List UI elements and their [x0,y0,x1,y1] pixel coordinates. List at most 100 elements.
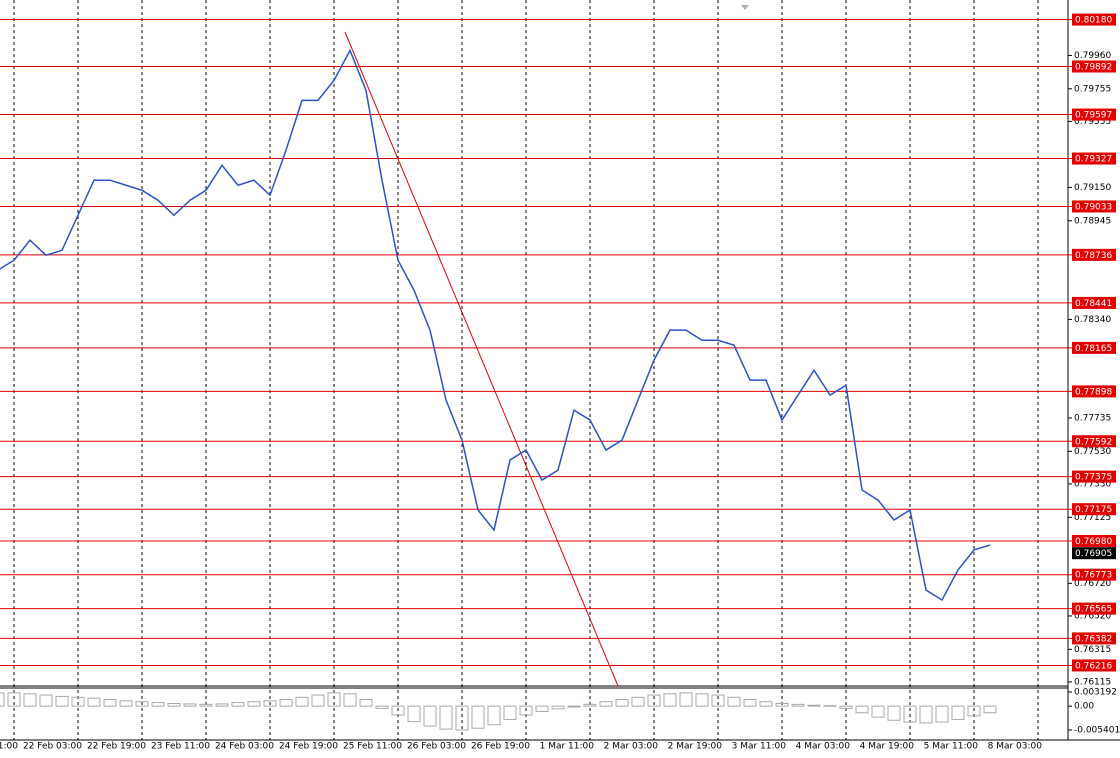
x-tick-label: 4 Mar 03:00 [796,742,851,752]
level-label-box [1072,248,1116,261]
y-tick-label: 0.76315 [1074,645,1111,655]
osc-bar [775,702,789,707]
osc-bar [263,700,277,707]
y-tick-label: 0.79150 [1074,183,1111,193]
y-tick-label: 0.79960 [1074,51,1111,61]
osc-bar [455,705,469,731]
osc-bar [247,701,261,707]
osc-bar [615,698,629,707]
osc-bar [0,692,5,707]
osc-bar [39,694,53,707]
x-tick-label: 1:00 [0,742,18,752]
y-tick-label: 0.77125 [1074,513,1111,523]
osc-bar [599,701,613,707]
y-tick-label: 0.79555 [1074,117,1111,127]
x-tick-label: 22 Feb 19:00 [87,742,146,752]
osc-bar [71,696,85,707]
osc-bar [55,695,69,707]
level-label: 0.76565 [1075,605,1112,615]
level-label: 0.78736 [1075,251,1112,261]
level-label-box [1072,60,1116,73]
level-label-box [1072,632,1116,645]
y-tick-label: 0.76720 [1074,579,1111,589]
price-line [0,48,991,602]
osc-bar [759,701,773,707]
level-label: 0.77898 [1075,387,1112,397]
level-label-box [1072,200,1116,213]
level-label-box [1072,568,1116,581]
scroll-marker [741,5,749,10]
level-label: 0.78165 [1075,344,1112,354]
y-tick-label: 0.79755 [1074,84,1111,94]
osc-bar [199,703,213,707]
osc-bar [855,705,869,714]
osc-bar [807,704,821,707]
osc-bar [823,705,837,707]
osc-bar [951,705,965,720]
osc-bar [711,694,725,707]
osc-bar [519,705,533,716]
level-label-box [1072,602,1116,615]
level-label-box [1072,435,1116,448]
osc-bar [391,705,405,716]
osc-bar [359,698,373,707]
osc-bar [935,705,949,723]
osc-y-tick-label: 0.003192 [1074,688,1117,698]
osc-bar [7,692,21,707]
level-label: 0.77175 [1075,505,1112,515]
level-label-box [1072,503,1116,516]
osc-bar [103,698,117,707]
osc-bar [967,705,981,717]
level-label: 0.79597 [1075,111,1112,121]
osc-bar [87,697,101,707]
level-label-box [1072,108,1116,121]
y-tick-label: 0.77735 [1074,413,1111,423]
current-price-label: 0.76905 [1075,549,1112,559]
level-label: 0.77375 [1075,473,1112,483]
level-label-box [1072,341,1116,354]
level-label: 0.79327 [1075,155,1112,165]
osc-bar [23,693,37,707]
level-label: 0.76382 [1075,634,1112,644]
x-tick-label: 22 Feb 03:00 [23,742,82,752]
x-tick-label: 3 Mar 11:00 [732,742,787,752]
y-tick-label: 0.77330 [1074,479,1111,489]
level-label: 0.79033 [1075,202,1112,212]
level-label-box [1072,296,1116,309]
y-tick-label: 0.78945 [1074,216,1111,226]
osc-bar [423,705,437,727]
y-tick-label: 0.78340 [1074,315,1111,325]
osc-bar [439,705,453,730]
osc-bar [663,693,677,707]
level-label-box [1072,470,1116,483]
osc-bar [119,700,133,707]
x-tick-label: 23 Feb 11:00 [151,742,210,752]
osc-bar [727,696,741,707]
level-label-box [1072,659,1116,672]
x-tick-label: 24 Feb 03:00 [215,742,274,752]
osc-bar [135,701,149,707]
x-tick-label: 8 Mar 03:00 [988,742,1043,752]
level-label-box [1072,385,1116,398]
osc-bar [471,705,485,729]
osc-bar [887,705,901,721]
osc-bar [231,702,245,707]
osc-bar [871,705,885,718]
osc-bar [375,705,389,709]
level-label: 0.76980 [1075,537,1112,547]
current-price-box [1072,547,1116,560]
y-tick-label: 0.76520 [1074,611,1111,621]
osc-bar [583,703,597,707]
level-label: 0.76773 [1075,571,1112,581]
x-tick-label: 25 Feb 11:00 [343,742,402,752]
level-label: 0.77592 [1075,437,1112,447]
x-tick-label: 26 Feb 19:00 [471,742,530,752]
osc-bar [151,702,165,707]
osc-bar [631,696,645,707]
osc-bar [487,705,501,726]
osc-bar [407,705,421,723]
osc-bar [647,694,661,707]
osc-y-tick-label: -0.005401 [1074,726,1120,736]
